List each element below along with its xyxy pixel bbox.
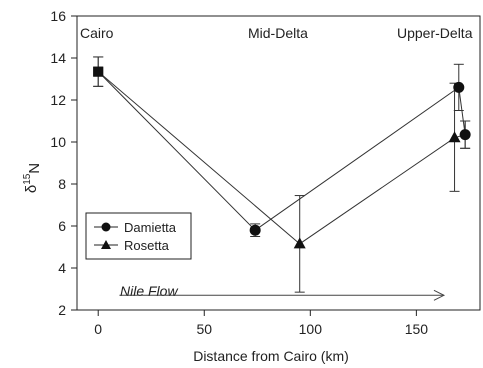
y-tick-label-16: 16 (50, 8, 66, 24)
legend-label-damietta: Damietta (124, 220, 177, 235)
nile-arrow-head (433, 289, 446, 301)
plot-frame (76, 15, 481, 311)
region-label-cairo: Cairo (80, 25, 114, 41)
y-tick-label-14: 14 (50, 50, 66, 66)
region-label-mid-delta: Mid-Delta (248, 25, 308, 41)
series-line-damietta (97, 71, 466, 231)
region-label-upper-delta: Upper-Delta (397, 25, 473, 41)
x-tick-label-50: 50 (196, 321, 212, 337)
series-line-rosetta (97, 71, 466, 245)
nile-flow-label: Nile Flow (120, 283, 178, 299)
axes: 2 4 6 8 10 12 14 16 0 50 100 150 (50, 8, 481, 337)
legend-box (85, 212, 192, 260)
series-layer (93, 56, 471, 293)
legend-marker-rosetta (101, 240, 111, 249)
y-tick-label-2: 2 (58, 302, 66, 318)
legend-marker-damietta (101, 222, 111, 232)
svg-text:δ15N: δ15N (22, 163, 43, 193)
y-axis-label-sub: N (26, 163, 43, 174)
data-point-damietta-3 (459, 129, 471, 141)
y-tick-label-8: 8 (58, 176, 66, 192)
y-tick-label-12: 12 (50, 92, 66, 108)
y-tick-label-4: 4 (58, 260, 66, 276)
y-axis-label: δ15N (22, 163, 43, 193)
y-axis-label-main: δ (23, 185, 40, 193)
x-tick-label-150: 150 (405, 321, 429, 337)
y-axis-label-sup: 15 (22, 173, 33, 185)
data-point-damietta-1 (249, 224, 261, 236)
x-tick-label-100: 100 (299, 321, 323, 337)
x-axis-label: Distance from Cairo (km) (193, 348, 349, 364)
nile-flow-arrow (119, 289, 446, 301)
y-tick-label-6: 6 (58, 218, 66, 234)
x-tick-label-0: 0 (94, 321, 102, 337)
legend-label-rosetta: Rosetta (124, 238, 170, 253)
y-tick-label-10: 10 (50, 134, 66, 150)
data-point-rosetta-1 (293, 237, 306, 249)
data-point-damietta-2 (453, 81, 465, 93)
legend: Damietta Rosetta (85, 212, 192, 260)
data-point-rosetta-2 (448, 131, 461, 143)
data-point-rosetta-0 (93, 66, 104, 77)
